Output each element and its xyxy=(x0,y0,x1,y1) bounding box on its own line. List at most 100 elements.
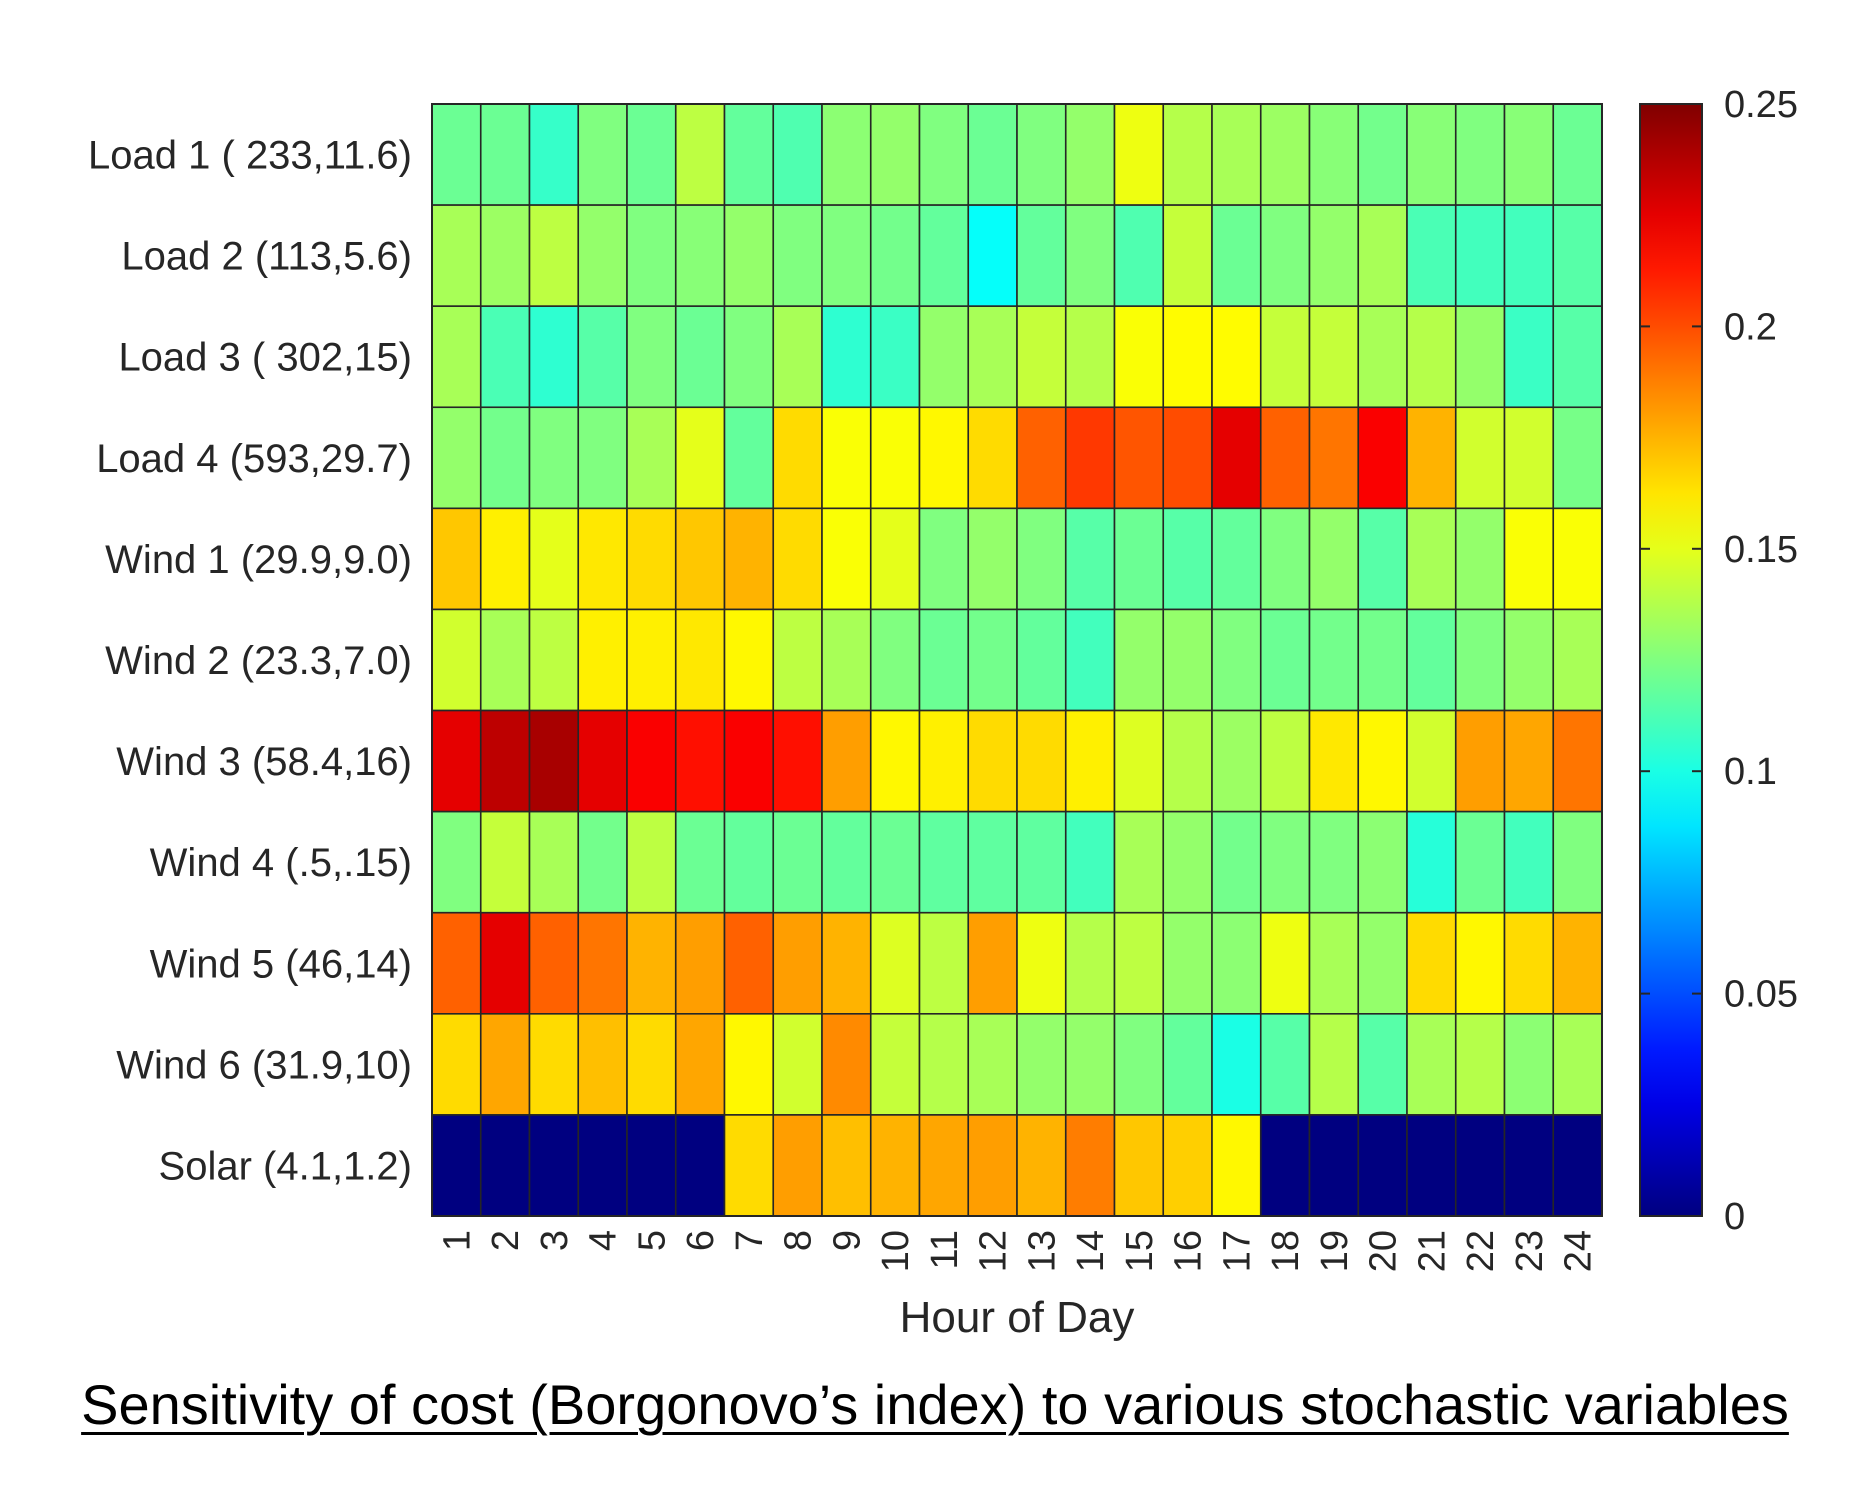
heatmap-cell xyxy=(626,810,677,914)
x-tick-label: 20 xyxy=(1363,1230,1405,1272)
heatmap-cell xyxy=(1113,305,1165,409)
heatmap-cell xyxy=(1016,709,1067,813)
y-tick-label: Load 1 ( 233,11.6) xyxy=(88,134,412,178)
heatmap-cell xyxy=(1113,709,1165,813)
heatmap-cell xyxy=(1308,1013,1360,1116)
heatmap-cell xyxy=(1406,103,1457,206)
heatmap-cell xyxy=(1016,103,1067,206)
x-tick-label: 10 xyxy=(875,1230,917,1272)
heatmap-cell xyxy=(1064,103,1116,206)
heatmap-cell xyxy=(869,507,921,611)
heatmap-cell xyxy=(1552,1114,1603,1217)
heatmap-cell xyxy=(431,709,482,813)
heatmap-cell xyxy=(626,507,677,611)
heatmap-cell xyxy=(1357,507,1408,611)
x-tick-label: 15 xyxy=(1119,1230,1161,1272)
heatmap-cell xyxy=(1211,406,1262,510)
heatmap-cell xyxy=(528,305,580,409)
x-tick-label: 11 xyxy=(924,1230,966,1269)
heatmap-cell xyxy=(772,608,823,712)
heatmap-cell xyxy=(1064,608,1116,712)
heatmap-cell xyxy=(1406,608,1457,712)
heatmap-cell xyxy=(869,103,921,206)
heatmap-cell xyxy=(1357,1114,1408,1217)
heatmap-cell xyxy=(772,305,823,409)
heatmap-cell xyxy=(1454,1013,1506,1116)
heatmap-cell xyxy=(869,406,921,510)
heatmap-cell xyxy=(1357,406,1408,510)
heatmap-cell xyxy=(1064,911,1116,1015)
heatmap-cell xyxy=(1552,911,1603,1015)
x-tick-label: 9 xyxy=(826,1230,868,1251)
heatmap-cell xyxy=(1162,305,1213,409)
heatmap-cell xyxy=(1016,507,1067,611)
colorbar xyxy=(1639,103,1703,1217)
heatmap-cell xyxy=(674,810,726,914)
heatmap-cell xyxy=(1308,406,1360,510)
heatmap-cell xyxy=(528,1114,580,1217)
heatmap-cell xyxy=(1357,103,1408,206)
heatmap-cell xyxy=(967,507,1018,611)
heatmap-cell xyxy=(1406,204,1457,307)
heatmap-cell xyxy=(1552,103,1603,206)
heatmap-cell xyxy=(1113,911,1165,1015)
heatmap-cell xyxy=(626,103,677,206)
heatmap-cell xyxy=(1064,507,1116,611)
heatmap-cell xyxy=(1308,709,1360,813)
colorbar-tick-label: 0.2 xyxy=(1724,306,1777,348)
heatmap-cell xyxy=(1113,406,1165,510)
heatmap-cell xyxy=(1162,1013,1213,1116)
heatmap-cell xyxy=(1503,810,1555,914)
heatmap-cell xyxy=(918,810,970,914)
heatmap-cell xyxy=(1064,810,1116,914)
heatmap-cell xyxy=(1064,406,1116,510)
heatmap-cell xyxy=(1211,103,1262,206)
heatmap-cell xyxy=(869,608,921,712)
heatmap-cell xyxy=(967,709,1018,813)
heatmap-cell xyxy=(1211,608,1262,712)
heatmap-cell xyxy=(1162,608,1213,712)
heatmap-cell xyxy=(918,1013,970,1116)
heatmap-cell xyxy=(431,608,482,712)
heatmap-cell xyxy=(967,305,1018,409)
heatmap-cell xyxy=(1552,1013,1603,1116)
x-tick-label: 7 xyxy=(729,1230,771,1251)
heatmap-cell xyxy=(577,103,628,206)
heatmap-cell xyxy=(626,204,677,307)
heatmap-cell xyxy=(967,1013,1018,1116)
x-tick-label: 12 xyxy=(973,1230,1015,1272)
heatmap-cell xyxy=(821,507,872,611)
heatmap-cell xyxy=(967,406,1018,510)
heatmap-cell xyxy=(1211,305,1262,409)
heatmap-cell xyxy=(1113,1114,1165,1217)
x-tick-label: 5 xyxy=(631,1230,673,1251)
heatmap-cell xyxy=(821,911,872,1015)
x-axis-label: Hour of Day xyxy=(900,1293,1135,1342)
heatmap-cell xyxy=(674,103,726,206)
heatmap-cell xyxy=(869,911,921,1015)
heatmap-cell xyxy=(431,507,482,611)
heatmap-cell xyxy=(1308,1114,1360,1217)
heatmap-cell xyxy=(772,103,823,206)
heatmap-cell xyxy=(772,709,823,813)
heatmap-cell xyxy=(1259,911,1311,1015)
x-tick-label: 4 xyxy=(583,1230,625,1251)
heatmap-cell xyxy=(431,810,482,914)
heatmap-cell xyxy=(674,911,726,1015)
heatmap-cell xyxy=(1503,103,1555,206)
heatmap-cell xyxy=(1162,507,1213,611)
heatmap-cell xyxy=(1016,911,1067,1015)
heatmap-cell xyxy=(1308,305,1360,409)
heatmap-cell xyxy=(1454,810,1506,914)
heatmap-cell xyxy=(528,406,580,510)
heatmap-cell xyxy=(1259,406,1311,510)
heatmap-cell xyxy=(1406,1114,1457,1217)
heatmap-cell xyxy=(967,204,1018,307)
heatmap-cell xyxy=(1406,305,1457,409)
heatmap-cell xyxy=(1016,1114,1067,1217)
heatmap-cell xyxy=(1064,305,1116,409)
heatmap-cell xyxy=(918,204,970,307)
heatmap-cell xyxy=(1357,204,1408,307)
heatmap-cell xyxy=(1454,608,1506,712)
heatmap-cell xyxy=(1259,810,1311,914)
